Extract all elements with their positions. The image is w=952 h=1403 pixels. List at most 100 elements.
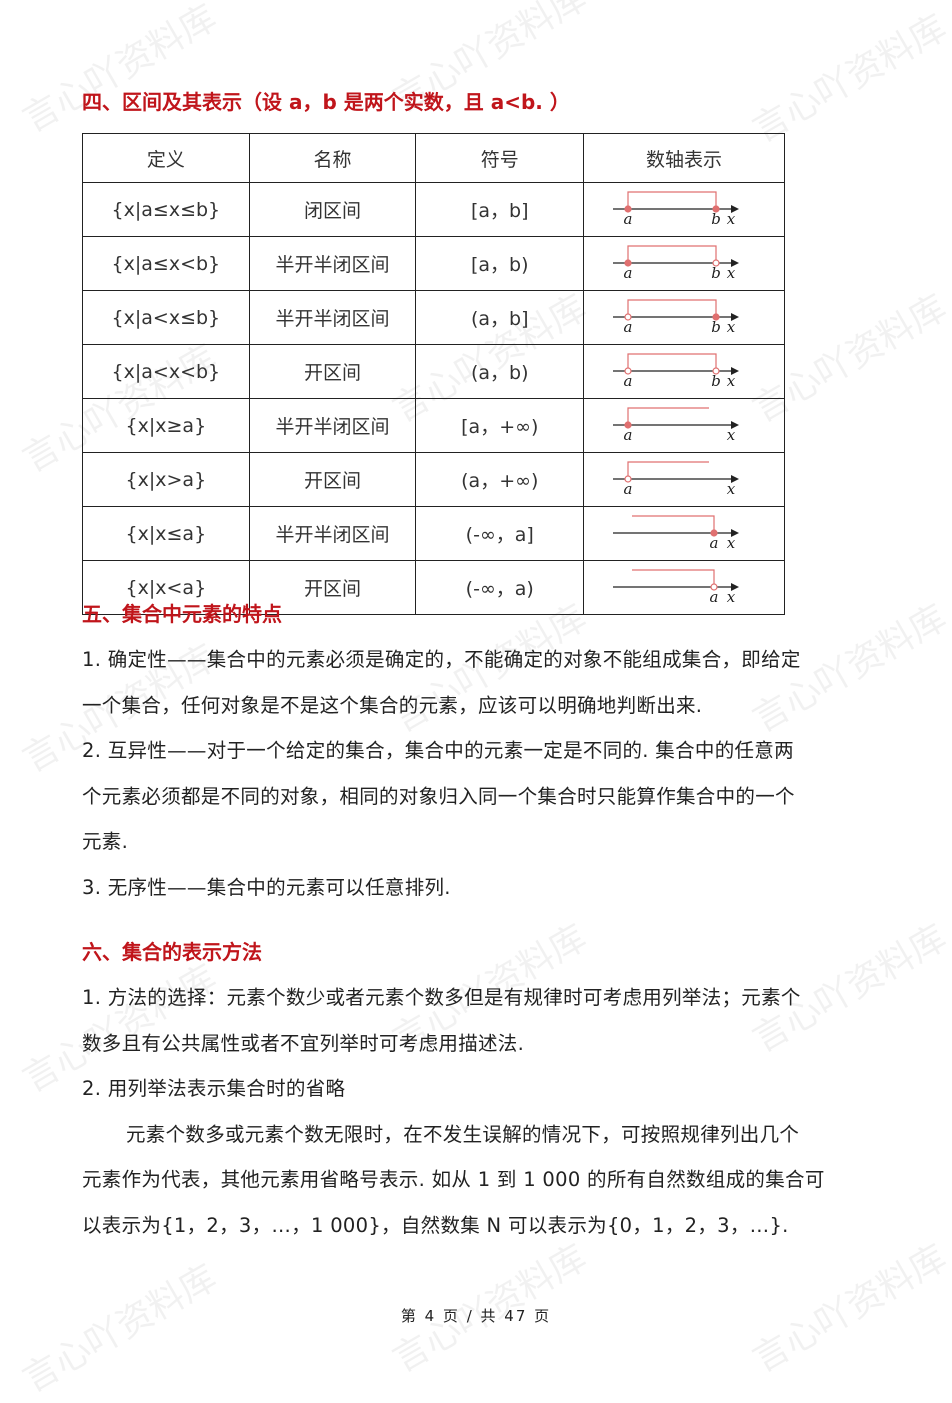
cell-name: 半开半闭区间 xyxy=(248,290,417,345)
s5-line: 个元素必须都是不同的对象，相同的对象归入同一个集合时只能算作集合中的一个 xyxy=(82,785,795,808)
axis-arrow-icon xyxy=(730,475,739,483)
cell-def: {x|a<x≤b} xyxy=(82,290,250,345)
table-row: {x|x≥a} 半开半闭区间 [a，+∞) a x xyxy=(82,398,785,453)
section6-heading: 六、集合的表示方法 xyxy=(82,940,262,964)
cell-name: 半开半闭区间 xyxy=(248,398,417,453)
s6-line: 元素作为代表，其他元素用省略号表示. 如从 1 到 1 000 的所有自然数组成… xyxy=(82,1168,825,1191)
endpoint-a xyxy=(709,583,718,591)
header-number-line: 数轴表示 xyxy=(583,133,785,183)
table-row: {x|a≤x<b} 半开半闭区间 [a，b) a b x xyxy=(82,236,785,291)
label-x: x xyxy=(726,588,735,606)
cell-def: {x|x>a} xyxy=(82,452,250,507)
s5-line: 1. 确定性——集合中的元素必须是确定的，不能确定的对象不能组成集合，即给定 xyxy=(82,648,801,671)
label-a: a xyxy=(623,426,632,444)
label-b: b xyxy=(711,372,721,390)
endpoint-b xyxy=(711,313,720,321)
interval-table: 定义 名称 符号 数轴表示 {x|a≤x≤b} 闭区间 [a，b] a b x {x|a≤x… xyxy=(82,133,785,615)
interval-bracket xyxy=(626,245,717,263)
label-b: b xyxy=(711,318,721,336)
header-symbol: 符号 xyxy=(415,133,585,183)
label-a: a xyxy=(623,480,632,498)
axis-arrow-icon xyxy=(730,367,739,375)
endpoint-a xyxy=(623,421,632,429)
endpoint-a xyxy=(623,313,632,321)
cell-def: {x|x≥a} xyxy=(82,398,250,453)
s6-line: 1. 方法的选择：元素个数少或者元素个数多但是有规律时可考虑用列举法；元素个 xyxy=(82,986,801,1009)
watermark: 言心吖资料库 xyxy=(745,7,952,151)
endpoint-b xyxy=(711,205,720,213)
s5-line: 一个集合，任何对象是不是这个集合的元素，应该可以明确地判断出来. xyxy=(82,694,703,717)
label-a: a xyxy=(623,318,632,336)
cell-name: 半开半闭区间 xyxy=(248,506,417,561)
cell-name: 开区间 xyxy=(248,344,417,399)
cell-name: 闭区间 xyxy=(248,182,417,237)
cell-symbol: [a，b] xyxy=(415,182,585,237)
section4-heading: 四、区间及其表示（设 a，b 是两个实数，且 a<b. ） xyxy=(82,90,570,114)
endpoint-a xyxy=(623,367,632,375)
label-x: x xyxy=(726,210,735,228)
endpoint-a xyxy=(709,529,718,537)
s5-line: 3. 无序性——集合中的元素可以任意排列. xyxy=(82,876,451,899)
axis-arrow-icon xyxy=(730,529,739,537)
table-row: {x|a≤x≤b} 闭区间 [a，b] a b x xyxy=(82,182,785,237)
interval-bracket xyxy=(626,407,709,425)
s6-line: 元素个数多或元素个数无限时，在不发生误解的情况下，可按照规律列出几个 xyxy=(126,1123,800,1146)
label-x: x xyxy=(726,318,735,336)
table-row: {x|x≤a} 半开半闭区间 (-∞，a] a x xyxy=(82,506,785,561)
cell-symbol: (-∞，a) xyxy=(415,560,585,615)
cell-name: 开区间 xyxy=(248,560,417,615)
label-x: x xyxy=(726,372,735,390)
watermark: 言心吖资料库 xyxy=(15,0,224,141)
axis-arrow-icon xyxy=(730,583,739,591)
table-row: {x|x>a} 开区间 (a，+∞) a x xyxy=(82,452,785,507)
label-b: b xyxy=(711,210,721,228)
s6-line: 2. 用列举法表示集合时的省略 xyxy=(82,1077,346,1100)
label-a: a xyxy=(709,588,718,606)
axis-arrow-icon xyxy=(730,259,739,267)
endpoint-b xyxy=(711,367,720,375)
cell-symbol: (-∞，a] xyxy=(415,506,585,561)
label-b: b xyxy=(711,264,721,282)
label-a: a xyxy=(623,210,632,228)
table-header-row: 定义 名称 符号 数轴表示 xyxy=(82,133,785,183)
label-a: a xyxy=(623,264,632,282)
s6-line: 数多且有公共属性或者不宜列举时可考虑用描述法. xyxy=(82,1032,525,1055)
cell-symbol: [a，+∞) xyxy=(415,398,585,453)
interval-bracket xyxy=(631,569,715,587)
cell-def: {x|x<a} xyxy=(82,560,250,615)
label-x: x xyxy=(726,426,735,444)
table-row: {x|a<x<b} 开区间 (a，b) a b x xyxy=(82,344,785,399)
axis-arrow-icon xyxy=(730,421,739,429)
s5-line: 元素. xyxy=(82,830,129,853)
interval-bracket xyxy=(631,515,715,533)
interval-bracket xyxy=(626,299,717,317)
header-name: 名称 xyxy=(248,133,417,183)
cell-def: {x|a≤x<b} xyxy=(82,236,250,291)
interval-bracket xyxy=(626,353,717,371)
axis-arrow-icon xyxy=(730,205,739,213)
s5-line: 2. 互异性——对于一个给定的集合，集合中的元素一定是不同的. 集合中的任意两 xyxy=(82,739,794,762)
page-footer: 第 4 页 / 共 47 页 xyxy=(400,1307,552,1325)
endpoint-a xyxy=(623,475,632,483)
label-x: x xyxy=(726,480,735,498)
interval-bracket xyxy=(626,461,709,479)
watermark: 言心吖资料库 xyxy=(15,1257,224,1401)
label-a: a xyxy=(623,372,632,390)
section5-heading: 五、集合中元素的特点 xyxy=(82,602,282,626)
header-definition: 定义 xyxy=(82,133,250,183)
cell-symbol: [a，b) xyxy=(415,236,585,291)
